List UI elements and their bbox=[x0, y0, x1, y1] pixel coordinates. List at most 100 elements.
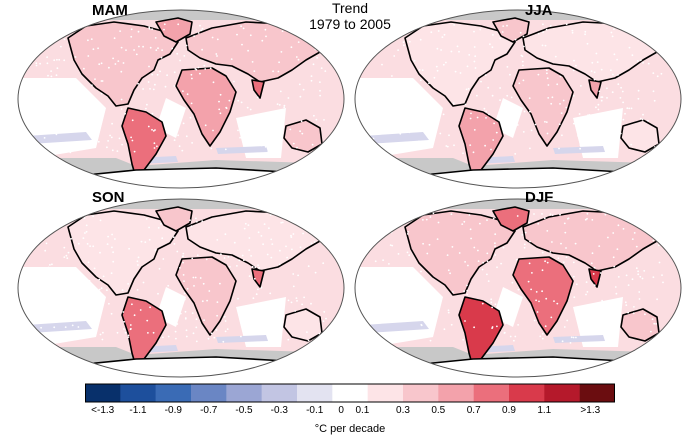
significance-dot bbox=[643, 270, 646, 272]
significance-dot bbox=[549, 251, 552, 253]
significance-dot bbox=[575, 283, 578, 286]
significance-dot bbox=[184, 317, 187, 319]
significance-dot bbox=[563, 222, 566, 225]
significance-dot bbox=[215, 329, 218, 331]
significance-dot bbox=[137, 30, 140, 33]
colorbar bbox=[85, 383, 615, 403]
significance-dot bbox=[571, 31, 574, 34]
significance-dot bbox=[546, 77, 549, 80]
significance-dot bbox=[606, 142, 609, 144]
significance-dot bbox=[127, 334, 130, 337]
significance-dot bbox=[417, 300, 419, 303]
significance-dot bbox=[97, 140, 100, 143]
significance-dot bbox=[418, 275, 421, 277]
significance-dot bbox=[425, 102, 428, 105]
significance-dot bbox=[197, 66, 200, 69]
significance-dot bbox=[263, 223, 266, 225]
significance-dot bbox=[429, 110, 432, 112]
significance-dot bbox=[485, 110, 487, 113]
significance-dot bbox=[261, 39, 264, 42]
significance-dot bbox=[309, 214, 312, 216]
significance-dot bbox=[216, 38, 219, 41]
significance-dot bbox=[222, 340, 225, 343]
significance-dot bbox=[61, 272, 64, 275]
significance-dot bbox=[142, 45, 144, 48]
significance-dot bbox=[40, 326, 42, 329]
continent-india bbox=[251, 268, 265, 288]
significance-dot bbox=[290, 301, 293, 304]
significance-dot bbox=[635, 267, 638, 270]
significance-dot bbox=[209, 67, 212, 70]
significance-dot bbox=[571, 29, 574, 32]
significance-dot bbox=[160, 223, 162, 225]
significance-dot bbox=[628, 107, 631, 110]
significance-dot bbox=[173, 85, 176, 87]
significance-dot bbox=[585, 137, 587, 140]
significance-dot bbox=[145, 218, 148, 220]
significance-dot bbox=[425, 298, 428, 301]
significance-dot bbox=[420, 270, 422, 273]
significance-dot bbox=[394, 279, 397, 282]
significance-dot bbox=[466, 289, 469, 292]
significance-dot bbox=[435, 123, 438, 126]
significance-dot bbox=[233, 80, 235, 83]
significance-dot bbox=[177, 23, 180, 26]
significance-dot bbox=[506, 24, 508, 27]
significance-dot bbox=[267, 150, 270, 153]
significance-dot bbox=[655, 323, 657, 325]
significance-dot bbox=[106, 289, 108, 291]
significance-dot bbox=[165, 298, 168, 301]
significance-dot bbox=[551, 96, 554, 99]
continent-north-america bbox=[404, 21, 516, 107]
significance-dot bbox=[580, 85, 582, 87]
significance-dot bbox=[542, 23, 544, 26]
significance-dot bbox=[467, 264, 469, 267]
significance-dot bbox=[566, 319, 569, 322]
significance-dot bbox=[110, 272, 113, 275]
significance-dot bbox=[431, 335, 433, 338]
significance-dot bbox=[469, 117, 472, 120]
significance-dot bbox=[131, 119, 134, 122]
significance-dot bbox=[391, 75, 393, 77]
significance-dot bbox=[225, 106, 228, 109]
significance-dot bbox=[260, 235, 263, 237]
significance-dot bbox=[399, 299, 401, 302]
significance-dot bbox=[92, 245, 95, 248]
significance-dot bbox=[586, 318, 588, 321]
significance-dot bbox=[630, 143, 633, 146]
significance-dot bbox=[528, 97, 531, 100]
significance-dot bbox=[35, 278, 38, 281]
significance-dot bbox=[35, 64, 38, 67]
significance-dot bbox=[577, 135, 579, 137]
map-panel-jja bbox=[353, 8, 683, 190]
significance-dot bbox=[565, 23, 568, 26]
significance-dot bbox=[289, 128, 292, 131]
significance-dot bbox=[99, 219, 102, 222]
significance-dot bbox=[565, 256, 568, 259]
significance-dot bbox=[133, 49, 135, 51]
near-zero-zone bbox=[236, 108, 286, 158]
significance-dot bbox=[383, 231, 386, 234]
significance-dot bbox=[93, 267, 96, 270]
significance-dot bbox=[590, 70, 593, 73]
significance-dot bbox=[523, 45, 525, 48]
significance-dot bbox=[404, 301, 406, 303]
significance-dot bbox=[537, 73, 540, 76]
significance-dot bbox=[58, 58, 61, 61]
significance-dot bbox=[509, 335, 512, 338]
significance-dot bbox=[652, 72, 655, 74]
significance-dot bbox=[595, 106, 597, 109]
title-line-2: 1979 to 2005 bbox=[309, 16, 391, 32]
significance-dot bbox=[47, 74, 49, 77]
significance-dot bbox=[162, 336, 164, 339]
significance-dot bbox=[233, 241, 236, 244]
significance-dot bbox=[316, 215, 319, 217]
significance-dot bbox=[635, 245, 638, 248]
colorbar-tick-label: 0.5 bbox=[431, 405, 446, 416]
significance-dot bbox=[446, 145, 449, 148]
colorbar-swatch bbox=[120, 384, 156, 402]
significance-dot bbox=[621, 90, 624, 93]
significance-dot bbox=[430, 31, 433, 34]
significance-dot bbox=[130, 28, 133, 31]
significance-dot bbox=[492, 217, 495, 220]
